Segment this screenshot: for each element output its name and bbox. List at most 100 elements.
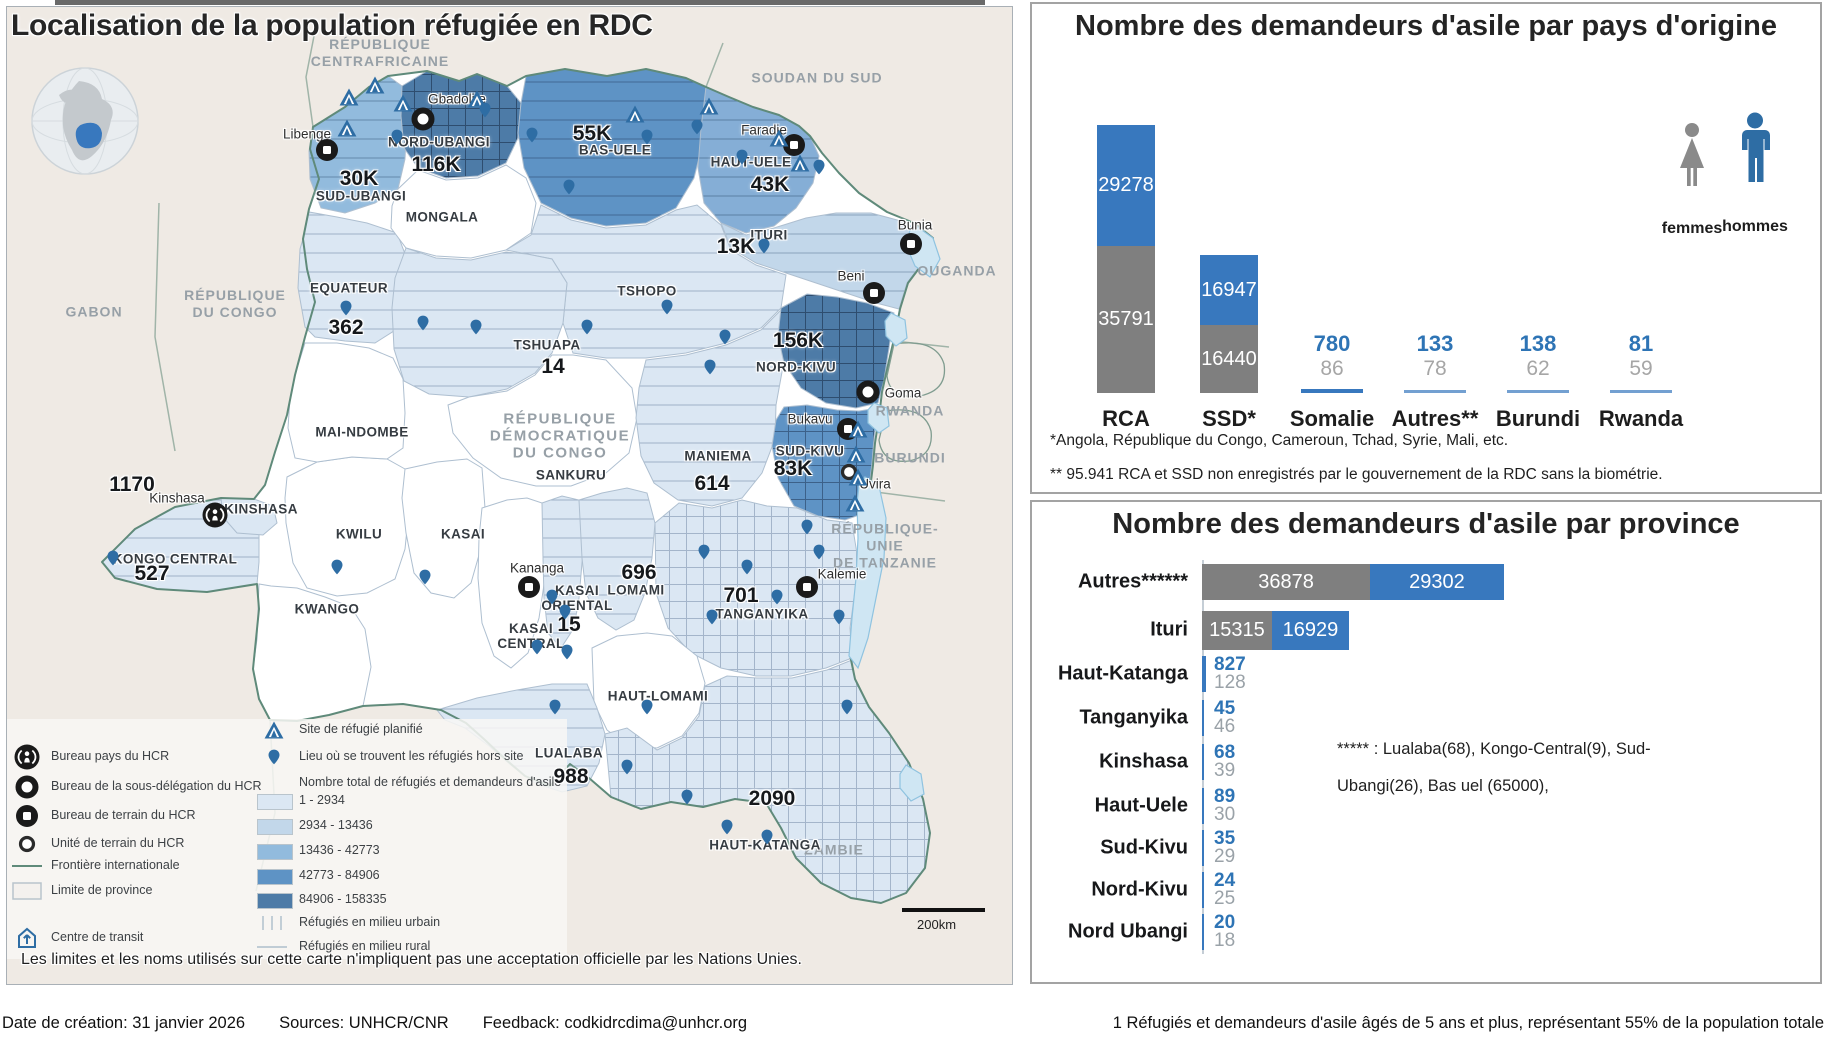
legend-label: Bureau de terrain du HCR: [51, 808, 196, 822]
country-label: BURUNDI: [874, 449, 946, 466]
province-label: LOMAMI: [607, 582, 665, 598]
footer-right: 1 Réfugiés et demandeurs d'asile âgés de…: [1112, 1014, 1824, 1032]
legend-label: Réfugiés en milieu urbain: [299, 915, 441, 929]
province-label: TSHOPO: [617, 283, 677, 299]
square-office-icon: [900, 233, 923, 256]
burundi-border: [878, 409, 932, 462]
legend-label: Lieu où se trouvent les réfugiés hors si…: [299, 749, 524, 763]
province-shape-haut-lomami: [591, 632, 706, 749]
bar-small-Autres**: [1404, 390, 1466, 393]
city-label: Beni: [837, 268, 865, 284]
scale-bar: [902, 908, 985, 912]
province-shape-maniema: [635, 308, 787, 507]
origin-footnote-2: ** 95.941 RCA et SSD non enregistrés par…: [1050, 466, 1663, 483]
province-value: 83K: [773, 457, 813, 480]
value-hommes-Nord-Kivu: 24: [1214, 870, 1236, 891]
pin-icon: [761, 829, 773, 845]
province-label: ITURI: [750, 227, 788, 243]
window-edge-strip: [55, 0, 985, 5]
tent-icon: [365, 76, 385, 94]
femmes-icon: [1672, 122, 1712, 188]
pin-icon: [771, 589, 783, 605]
category-label-Somalie: Somalie: [1289, 406, 1375, 431]
pin-icon: [721, 819, 733, 835]
legend-ramp-title: Nombre total de réfugiés et demandeurs d…: [299, 775, 562, 789]
pin-icon: [331, 559, 343, 575]
lake-shape: [899, 764, 925, 802]
province-label: HAUT-UELE: [710, 154, 792, 170]
pin-icon: [391, 129, 403, 145]
tent-icon: [769, 129, 789, 147]
map-legend: [7, 719, 567, 959]
tent-icon: [845, 494, 865, 512]
province-value: 14: [541, 355, 565, 378]
tent-icon: [848, 420, 868, 438]
value-femmes-Haut-Uele: 30: [1214, 804, 1236, 825]
origin-footnote-1: *Angola, République du Congo, Cameroun, …: [1050, 432, 1509, 449]
pin-icon: [559, 604, 571, 620]
value-hommes-Sud-Kivu: 35: [1214, 828, 1236, 849]
province-value: 614: [694, 472, 730, 495]
neighbor-border-line: [305, 30, 316, 128]
pin-icon: [621, 759, 633, 775]
province-label: KASAI: [440, 526, 486, 542]
square-office-icon: [518, 576, 541, 599]
country-label: GABON: [65, 303, 123, 320]
pin-icon: [704, 359, 716, 375]
category-label-Autres**: Autres**: [1391, 406, 1479, 431]
country-label: RÉPUBLIQUE-UNIE DE TANZANIE: [831, 520, 939, 571]
choropleth-swatch: [257, 794, 293, 810]
province-label: MANIEMA: [684, 448, 752, 464]
province-row-label: Nord-Kivu: [1091, 878, 1188, 901]
city-label: Bunia: [897, 217, 933, 233]
legend-label: Limite de province: [51, 883, 153, 897]
pin-icon: [581, 319, 593, 335]
unhcr-office-icon: [202, 502, 229, 529]
province-label: TANGANYIKA: [715, 606, 809, 622]
bar-small-Sud-Kivu: [1202, 830, 1204, 866]
tent-icon: [699, 97, 719, 115]
category-label-SSD*: SSD*: [1202, 406, 1256, 431]
pin-icon: [546, 589, 558, 605]
neighbor-border-line: [154, 202, 176, 452]
bar-small-Haut-Katanga: [1202, 656, 1206, 692]
province-value: 2090: [748, 787, 796, 810]
pin-icon: [813, 159, 825, 175]
value-hommes-Somalie: 780: [1313, 331, 1351, 356]
province-label: MAI-NDOMBE: [315, 424, 409, 440]
scale-label: 200km: [917, 917, 957, 932]
pin-icon: [526, 127, 538, 143]
province-row-label: Ituri: [1150, 618, 1188, 641]
province-value: 43K: [750, 173, 790, 196]
choropleth-swatch: [257, 844, 293, 860]
province-label: NORD-UBANGI: [388, 134, 490, 150]
tent-icon: [393, 94, 413, 112]
footer-left: Date de création: 31 janvier 2026 Sources…: [2, 1014, 781, 1033]
province-value: 1170: [109, 473, 155, 496]
pin-icon: [641, 129, 653, 145]
country-label: RÉPUBLIQUE DÉMOCRATIQUE DU CONGO: [489, 410, 631, 462]
bar-femmes-Autres******: 36878: [1202, 564, 1371, 600]
choropleth-swatch: [257, 869, 293, 885]
line-legend-icon: [12, 862, 42, 870]
map-panel: Localisation de la population réfugiée e…: [6, 6, 1013, 985]
country-label: RÉPUBLIQUE CENTRAFRICAINE: [310, 36, 450, 69]
province-value: 988: [553, 765, 589, 788]
province-row-label: Nord Ubangi: [1068, 920, 1188, 943]
choropleth-range-label: 42773 - 84906: [299, 868, 380, 882]
choropleth-swatch: [257, 893, 293, 909]
bar-small-Burundi: [1507, 390, 1569, 393]
province-value: 15: [557, 613, 581, 636]
province-value: 696: [621, 561, 657, 584]
footer-item: Feedback: codkidrcdima@unhcr.org: [482, 1014, 748, 1032]
province-label: KASAI CENTRAL: [497, 621, 565, 651]
ring-thick-office-icon: [856, 380, 880, 404]
square-legend-icon: [16, 805, 39, 828]
province-row-label: Kinshasa: [1099, 750, 1188, 773]
province-value: 527: [134, 562, 170, 585]
footer-item: Sources: UNHCR/CNR: [279, 1014, 449, 1032]
pin-icon: [719, 329, 731, 345]
province-label: EQUATEUR: [310, 280, 388, 296]
province-label: KONGO CENTRAL: [112, 551, 238, 567]
pin-icon: [561, 644, 573, 660]
